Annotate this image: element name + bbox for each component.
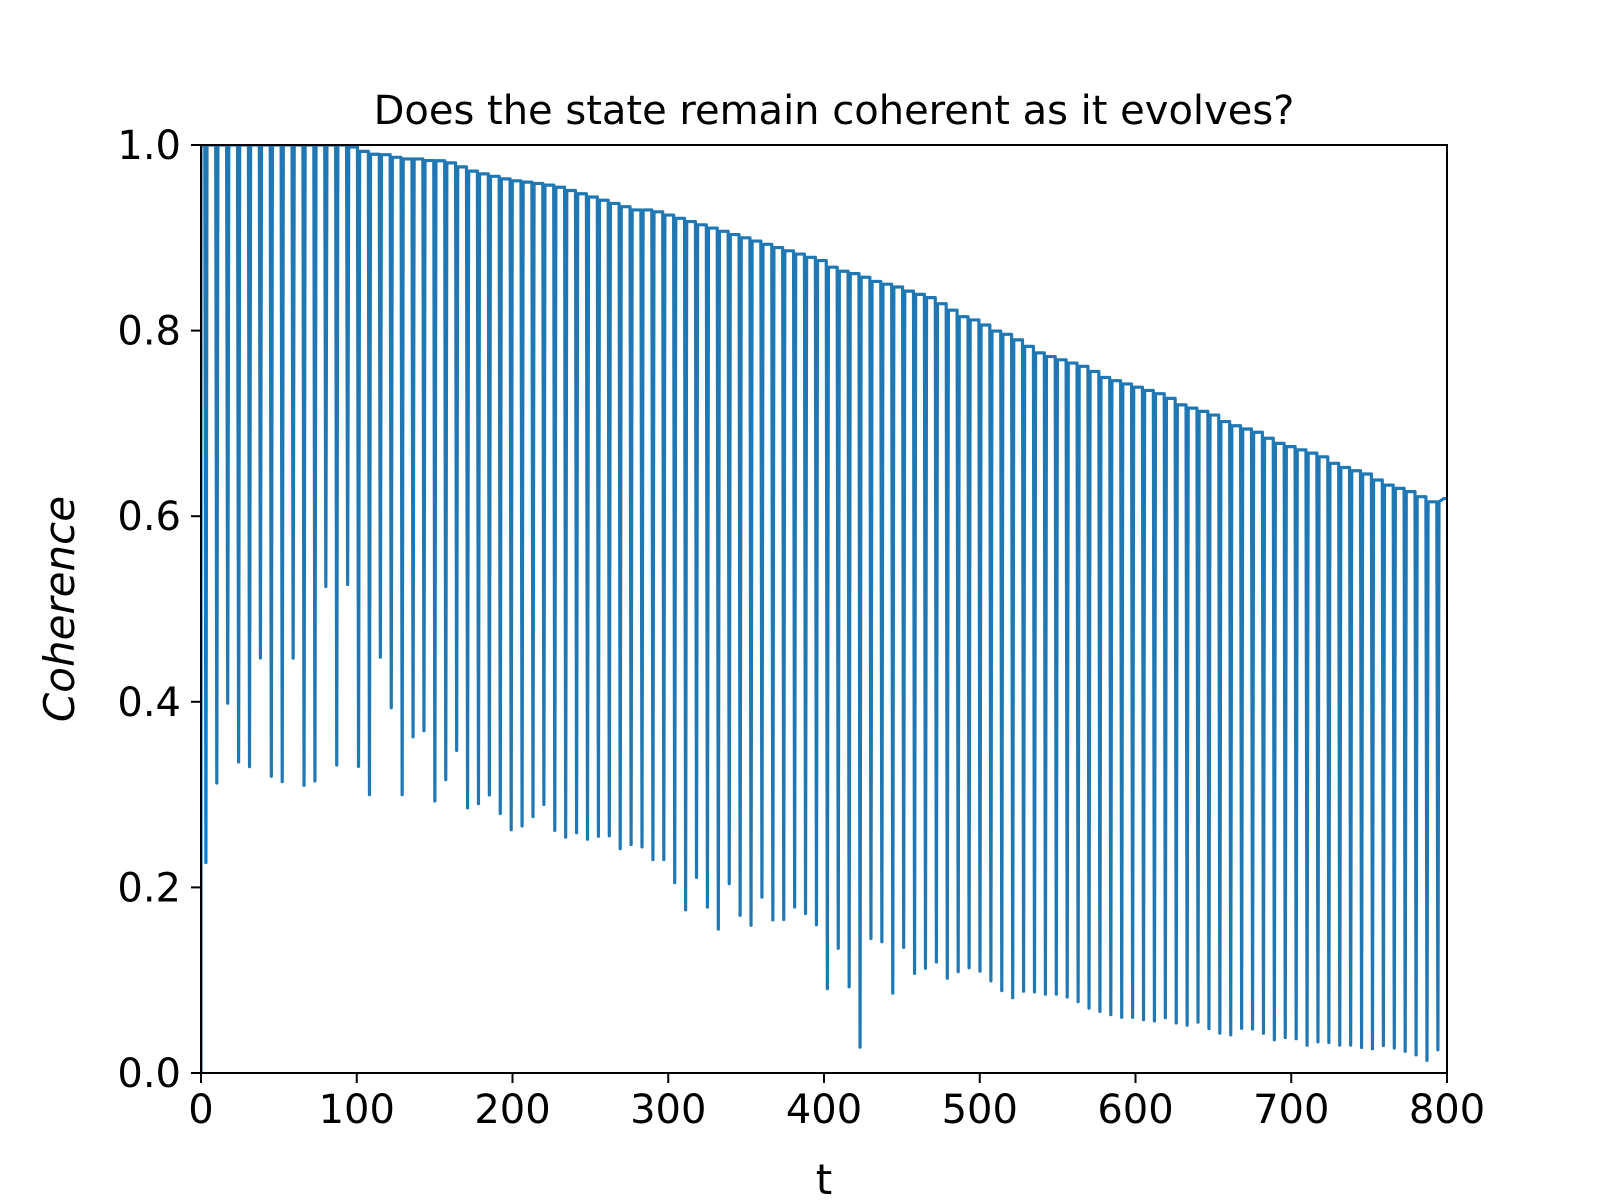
y-tick-label: 1.0 (117, 123, 181, 169)
x-tick-label: 300 (630, 1087, 706, 1133)
y-tick-label: 0.8 (117, 309, 181, 355)
x-axis-label: t (816, 1155, 832, 1200)
coherence-series-line (201, 145, 1447, 1073)
x-tick-label: 200 (474, 1087, 550, 1133)
plot-frame (200, 144, 1448, 1074)
x-tick-label: 0 (188, 1087, 213, 1133)
y-axis: 0.0 0.2 0.4 0.6 0.8 1.0 (117, 123, 201, 1097)
x-tick-label: 800 (1409, 1087, 1485, 1133)
y-axis-label: Coherence (35, 496, 84, 722)
x-tick-label: 600 (1097, 1087, 1173, 1133)
x-tick-label: 100 (319, 1087, 395, 1133)
y-tick-label: 0.2 (117, 865, 181, 911)
x-tick-label: 500 (942, 1087, 1018, 1133)
x-tick-label: 400 (786, 1087, 862, 1133)
x-tick-label: 700 (1253, 1087, 1329, 1133)
x-axis: 0 100 200 300 400 500 600 700 800 (188, 1073, 1485, 1133)
y-tick-label: 0.4 (117, 680, 181, 726)
y-tick-label: 0.0 (117, 1051, 181, 1097)
y-tick-label: 0.6 (117, 494, 181, 540)
chart-title: Does the state remain coherent as it evo… (374, 88, 1295, 134)
plot-area (201, 145, 1447, 1073)
